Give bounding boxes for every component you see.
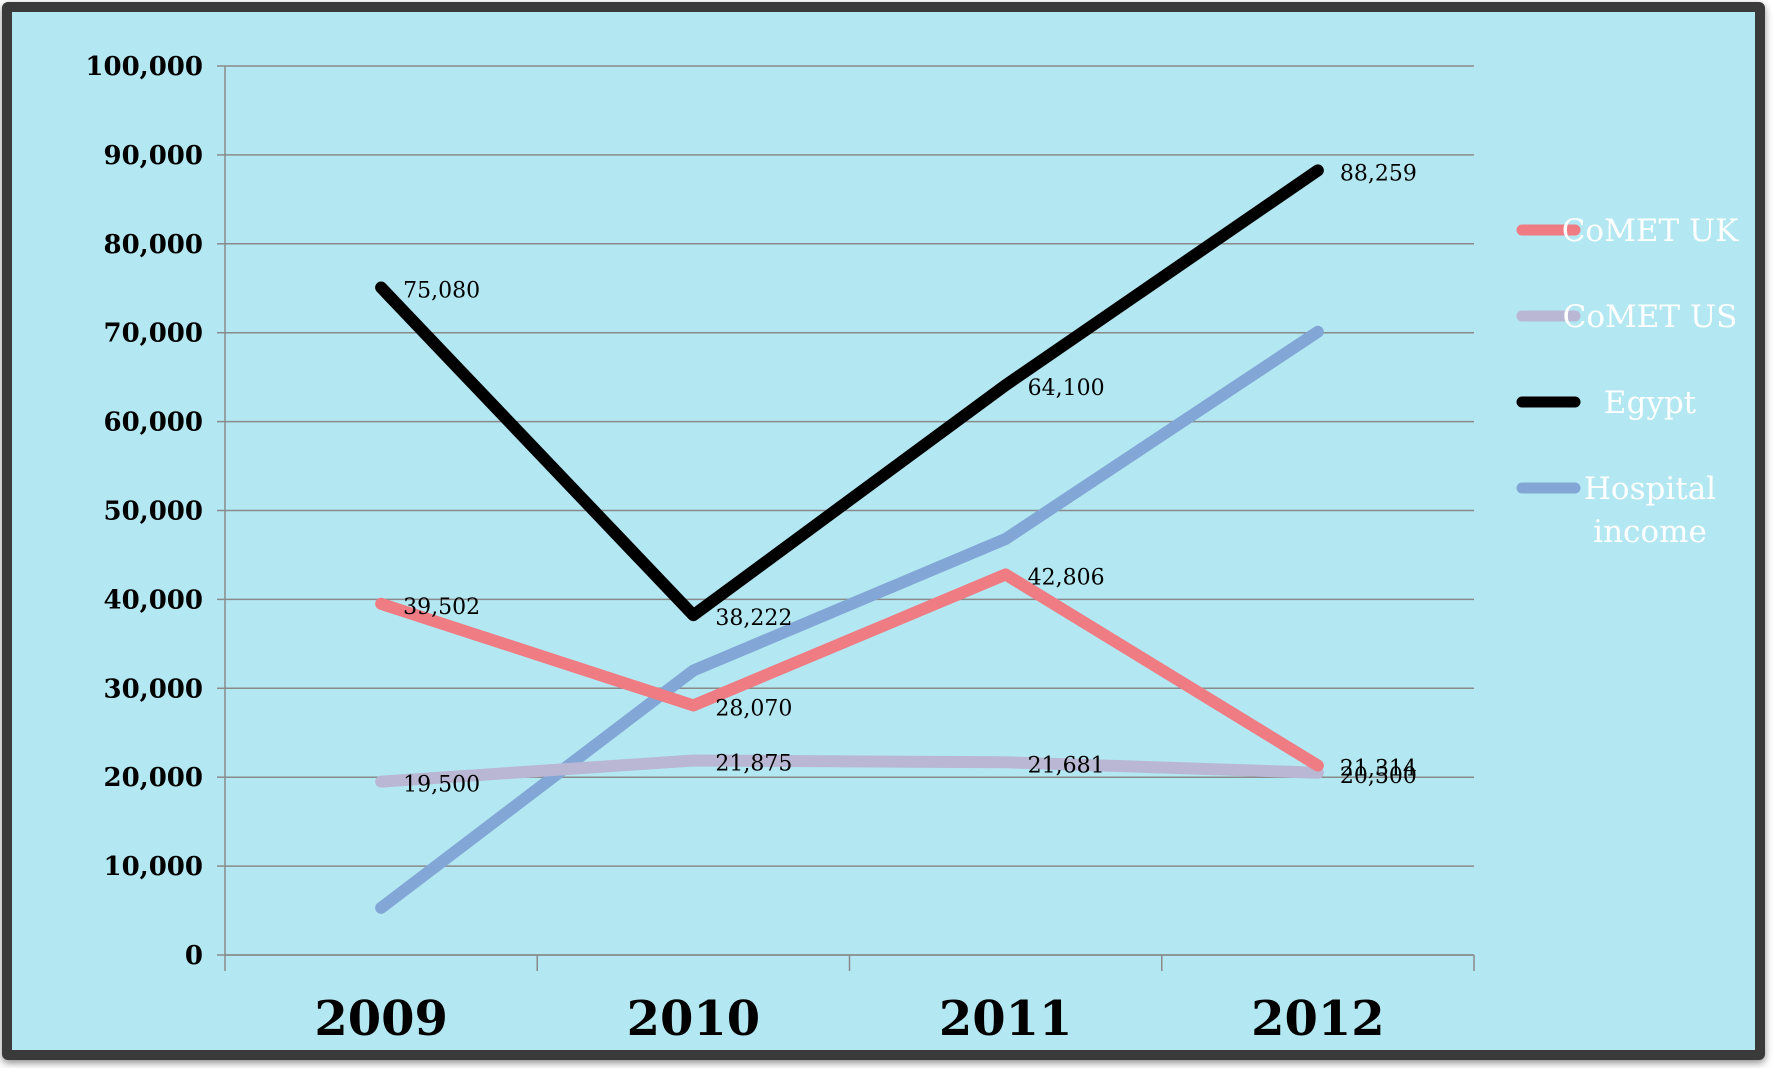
series-line-comet-uk bbox=[375, 568, 1324, 772]
legend-item-comet-uk: CoMET UK bbox=[1516, 213, 1739, 249]
legend-item-egypt: Egypt bbox=[1516, 385, 1697, 421]
legend-label: CoMET UK bbox=[1562, 213, 1739, 249]
y-tick-label: 100,000 bbox=[85, 52, 203, 82]
x-tick-label: 2012 bbox=[1251, 991, 1385, 1047]
data-label-egypt: 88,259 bbox=[1340, 161, 1417, 186]
y-tick-label: 10,000 bbox=[103, 852, 203, 882]
y-tick-label: 0 bbox=[185, 941, 203, 971]
x-tick-label: 2011 bbox=[939, 991, 1073, 1047]
y-tick-label: 20,000 bbox=[103, 763, 203, 793]
data-label-egypt: 64,100 bbox=[1028, 376, 1105, 401]
x-tick-label: 2010 bbox=[627, 991, 761, 1047]
data-label-comet-us: 21,875 bbox=[715, 752, 792, 777]
series-line-egypt bbox=[375, 164, 1324, 622]
line-chart: 0 10,000 20,000 30,000 40,000 50,000 60,000 70,… bbox=[85, 52, 1739, 1047]
legend-label: Egypt bbox=[1604, 385, 1697, 421]
legend-label: CoMET US bbox=[1563, 299, 1738, 335]
data-label-comet-us: 20,500 bbox=[1340, 764, 1417, 789]
series-line-comet-us bbox=[375, 754, 1324, 788]
y-tick-label: 50,000 bbox=[103, 497, 203, 527]
chart-frame: 0 10,000 20,000 30,000 40,000 50,000 60,000 70,… bbox=[2, 2, 1765, 1060]
data-label-egypt: 75,080 bbox=[403, 279, 480, 304]
data-label-comet-uk: 28,070 bbox=[715, 696, 792, 721]
legend-item-comet-us: CoMET US bbox=[1516, 299, 1738, 335]
y-tick-label: 80,000 bbox=[103, 230, 203, 260]
y-tick-label: 70,000 bbox=[103, 319, 203, 349]
x-tick-label: 2009 bbox=[314, 991, 448, 1047]
y-tick-label: 30,000 bbox=[103, 674, 203, 704]
series-line-hospital-income bbox=[375, 325, 1324, 914]
data-label-egypt: 38,222 bbox=[715, 606, 792, 631]
data-label-comet-us: 19,500 bbox=[403, 773, 480, 798]
data-label-comet-uk: 42,806 bbox=[1028, 565, 1105, 590]
data-label-comet-uk: 21,314 bbox=[1340, 757, 1417, 782]
y-tick-label: 90,000 bbox=[103, 141, 203, 171]
data-label-comet-us: 21,681 bbox=[1028, 753, 1105, 778]
data-label-comet-uk: 39,502 bbox=[403, 595, 480, 620]
legend-item-hospital-income: Hospital income bbox=[1516, 471, 1716, 550]
y-tick-label: 60,000 bbox=[103, 408, 203, 438]
legend-label: Hospital bbox=[1584, 471, 1716, 507]
legend-label: income bbox=[1593, 514, 1707, 550]
y-tick-label: 40,000 bbox=[103, 585, 203, 615]
